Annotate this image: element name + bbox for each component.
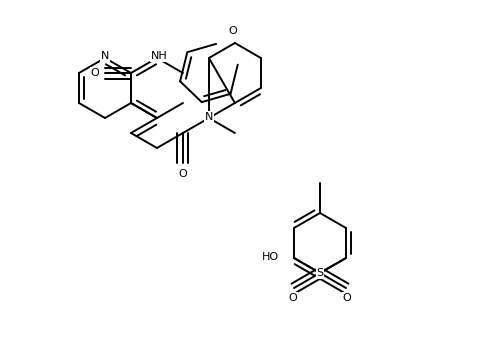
Text: N: N bbox=[205, 112, 213, 122]
Text: O: O bbox=[289, 293, 297, 303]
Text: HO: HO bbox=[262, 252, 279, 262]
Text: O: O bbox=[229, 26, 237, 36]
Text: N: N bbox=[101, 51, 109, 61]
Text: NH: NH bbox=[151, 51, 167, 61]
Text: S: S bbox=[317, 268, 324, 278]
Text: O: O bbox=[342, 293, 351, 303]
Text: O: O bbox=[178, 169, 187, 179]
Text: O: O bbox=[90, 68, 99, 78]
